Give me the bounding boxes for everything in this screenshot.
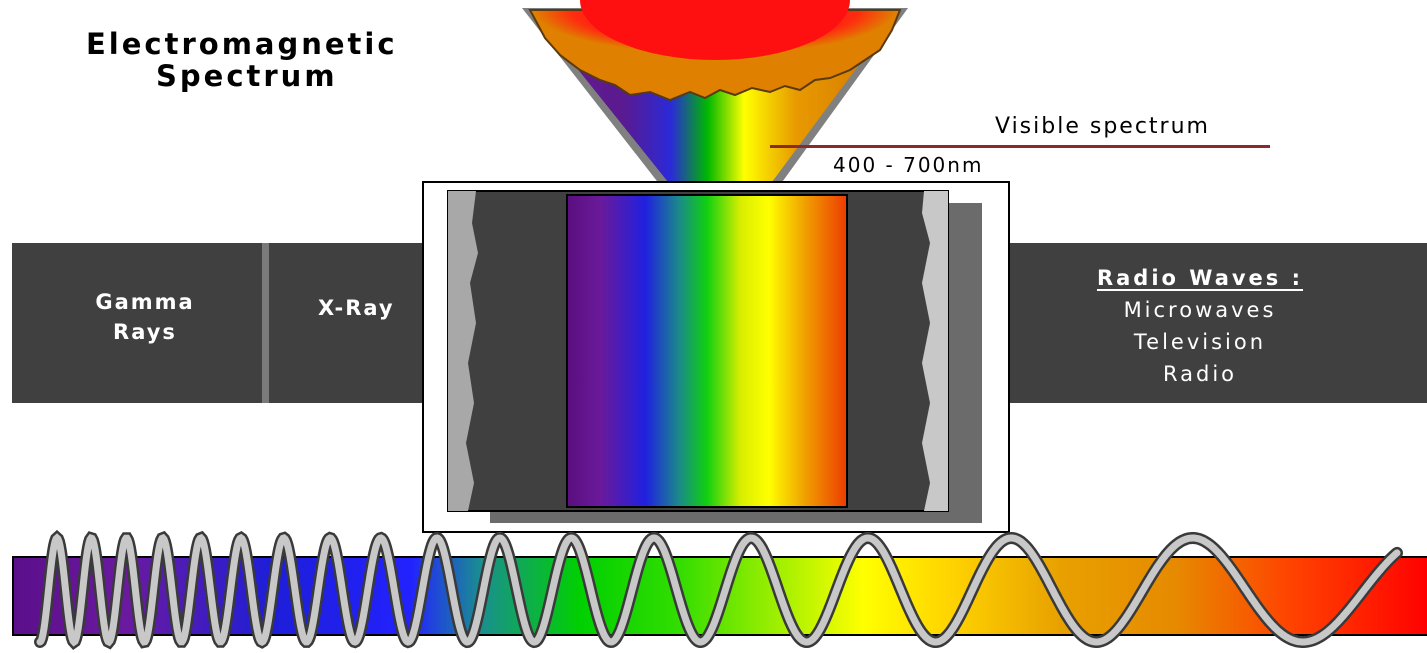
radio-item-radio: Radio	[1162, 362, 1237, 386]
diagram-title: Electromagnetic Spectrum	[86, 28, 466, 92]
inset-spectrum	[566, 194, 848, 508]
inset-illustration	[447, 190, 982, 523]
radio-waves-heading: Radio Waves :	[1096, 266, 1304, 290]
title-line-2: Spectrum	[156, 59, 338, 93]
radio-waves-block: Radio Waves : Microwaves Television Radi…	[1010, 262, 1390, 390]
radio-item-microwaves: Microwaves	[1123, 298, 1277, 322]
visible-spectrum-label: Visible spectrum	[995, 114, 1210, 139]
light-cone	[522, 0, 908, 185]
gamma-rays-label: Gamma Rays	[60, 287, 230, 347]
wave-illustration	[34, 529, 1403, 650]
right-edge	[922, 191, 948, 511]
annotation-line	[770, 145, 1270, 148]
wave-line	[36, 533, 1401, 647]
x-ray-label: X-Ray	[318, 296, 395, 320]
title-line-1: Electromagnetic	[86, 27, 398, 61]
band-divider	[262, 243, 269, 403]
gamma-line-2: Rays	[113, 320, 177, 344]
visible-range-label: 400 - 700nm	[833, 153, 984, 177]
left-edge	[448, 191, 478, 511]
sun-core	[580, 0, 850, 60]
gamma-line-1: Gamma	[95, 290, 195, 314]
radio-item-television: Television	[1133, 330, 1267, 354]
